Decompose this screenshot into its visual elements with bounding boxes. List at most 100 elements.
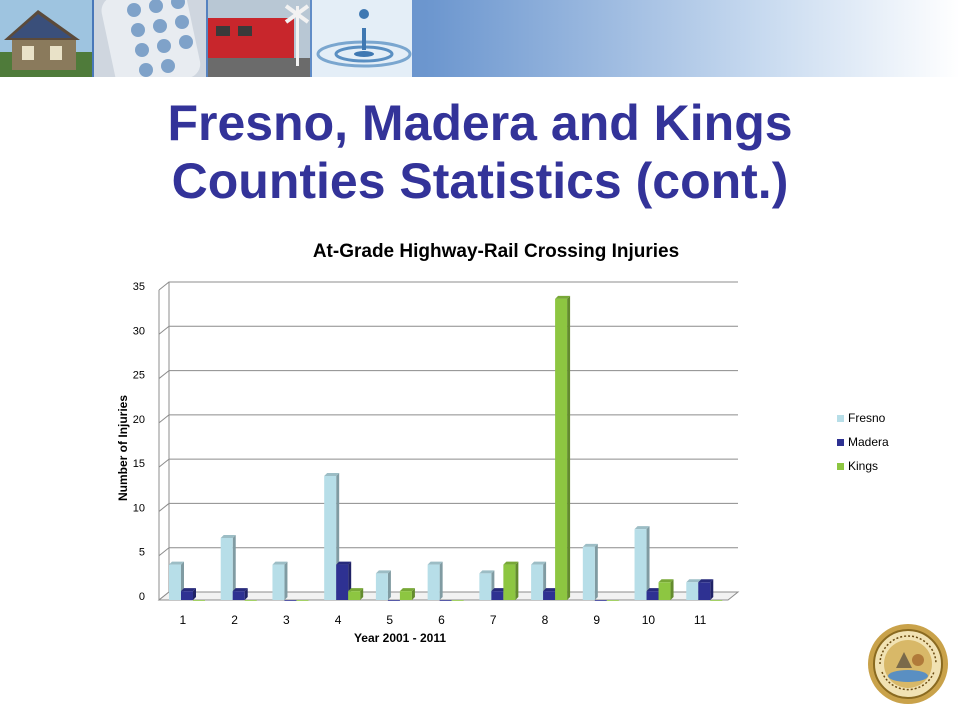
bar-face <box>324 476 337 600</box>
gridline <box>158 370 738 379</box>
bar-madera-3 <box>284 600 297 601</box>
cpuc-seal-logo <box>868 624 948 704</box>
x-tick-label: 4 <box>335 613 342 627</box>
bar-face <box>531 564 544 600</box>
chart-title: At-Grade Highway-Rail Crossing Injuries <box>313 241 679 262</box>
bar-face <box>479 573 492 600</box>
bar-side <box>670 579 674 600</box>
bar-top <box>503 561 519 565</box>
bar-kings-9 <box>606 600 619 601</box>
bar-kings-7 <box>503 561 519 600</box>
bar-face <box>232 591 245 600</box>
bar-face <box>503 564 516 600</box>
bar-kings-8 <box>555 295 571 600</box>
bar-top <box>169 561 184 565</box>
y-tick-label: 25 <box>133 370 145 382</box>
bar-top <box>427 561 443 565</box>
chart-legend: Fresno Madera Kings <box>837 411 889 473</box>
gridline <box>158 281 738 291</box>
slide-title-line2: Counties Statistics (cont.) <box>171 153 789 209</box>
gridline <box>158 547 738 557</box>
bar-side <box>284 561 288 600</box>
bar-face <box>594 600 607 601</box>
bar-face <box>244 600 257 601</box>
bar-fresno-7 <box>479 570 495 600</box>
bar-top <box>555 295 571 299</box>
legend-swatch-madera <box>837 439 844 446</box>
bar-side <box>193 588 196 600</box>
bar-madera-6 <box>439 600 452 601</box>
y-tick-label: 35 <box>133 281 145 293</box>
bar-fresno-2 <box>220 535 236 600</box>
bar-side <box>439 561 443 600</box>
telephone-keypad-photo <box>94 0 206 77</box>
bar-top <box>634 526 650 530</box>
bar-top <box>220 535 236 538</box>
bar-fresno-6 <box>427 561 443 600</box>
bar-madera-9 <box>594 600 607 601</box>
chart-axes <box>157 282 740 601</box>
bar-face <box>658 582 671 600</box>
bar-face <box>451 600 464 601</box>
bar-face <box>193 600 205 601</box>
chart-bars <box>169 295 723 601</box>
bar-kings-5 <box>399 588 415 600</box>
x-tick-label: 8 <box>542 613 549 627</box>
legend-label-madera: Madera <box>848 435 889 449</box>
bar-side <box>387 570 391 600</box>
legend-label-fresno: Fresno <box>848 411 886 425</box>
bar-side <box>232 535 236 600</box>
bar-madera-4 <box>336 561 352 600</box>
bar-top <box>232 588 248 592</box>
bar-face <box>272 564 285 600</box>
bar-top <box>491 588 507 592</box>
injuries-bar-chart: At-Grade Highway-Rail Crossing Injuries … <box>116 241 889 645</box>
gridline <box>158 325 738 335</box>
bar-face <box>169 564 181 600</box>
bar-side <box>646 526 650 600</box>
bar-top <box>272 561 288 565</box>
water-drop-photo <box>312 0 412 77</box>
bar-fresno-1 <box>169 561 184 600</box>
bar-madera-2 <box>232 588 248 600</box>
bar-madera-1 <box>181 588 196 600</box>
bar-kings-3 <box>296 600 309 601</box>
bar-top <box>646 588 662 592</box>
legend-swatch-kings <box>837 463 844 470</box>
x-tick-label: 9 <box>593 613 600 627</box>
bar-top <box>348 588 364 592</box>
bar-kings-6 <box>451 600 464 601</box>
bar-kings-1 <box>193 600 205 601</box>
bar-side <box>244 588 248 600</box>
bar-top <box>543 588 559 592</box>
x-tick-label: 11 <box>694 613 707 627</box>
legend-label-kings: Kings <box>848 459 878 473</box>
bar-top <box>399 588 415 592</box>
bar-madera-11 <box>698 579 714 600</box>
bar-madera-5 <box>387 600 400 601</box>
gridline <box>158 414 738 424</box>
bar-face <box>582 546 595 600</box>
bar-face <box>220 538 233 600</box>
bar-top <box>531 561 547 565</box>
y-tick-label: 15 <box>133 458 145 470</box>
bar-face <box>606 600 619 601</box>
bar-side <box>515 561 519 600</box>
bar-top <box>336 561 352 565</box>
x-tick-label: 5 <box>386 613 393 627</box>
bar-face <box>427 564 440 600</box>
bar-face <box>555 298 568 600</box>
house-solar-photo <box>0 0 92 77</box>
chart-tick-labels: 0 5 10 15 20 25 30 35 1 2 3 4 5 6 7 8 9 10 11 <box>133 281 707 627</box>
bar-kings-2 <box>244 600 257 601</box>
bar-side <box>411 588 415 600</box>
x-tick-label: 3 <box>283 613 290 627</box>
bar-face <box>686 582 699 600</box>
bar-face <box>387 600 400 601</box>
bar-face <box>698 582 711 600</box>
y-tick-label: 10 <box>133 502 145 514</box>
bar-side <box>567 295 571 600</box>
bar-kings-10 <box>658 579 674 600</box>
gridline <box>158 458 738 468</box>
bar-face <box>181 591 193 600</box>
